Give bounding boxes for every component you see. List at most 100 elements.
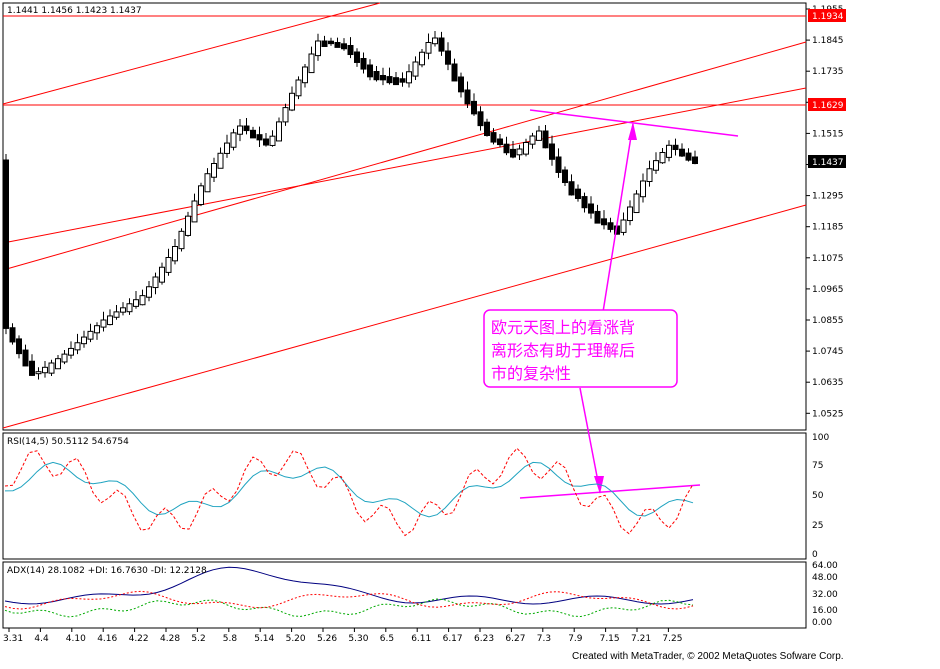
candle-body [627, 206, 633, 222]
candle-body [341, 43, 347, 50]
candle-body [438, 37, 445, 52]
date-axis-label: 7.3 [537, 634, 551, 644]
annotation-arrow-down [579, 387, 601, 493]
rsi-axis-label: 50 [812, 491, 824, 501]
candle-body [406, 71, 412, 84]
candle-body [471, 100, 477, 115]
candle-body [152, 276, 159, 289]
candle-body [685, 152, 692, 161]
candle-body [61, 353, 68, 363]
candle-body [113, 311, 120, 318]
date-axis-label: 5.20 [286, 634, 306, 644]
candle-body [35, 371, 42, 375]
candle-body [464, 89, 471, 105]
candle-body [692, 156, 698, 165]
channel-line-3[interactable] [2, 87, 807, 244]
candle-body [477, 111, 484, 127]
date-axis-label: 7.21 [631, 634, 651, 644]
candle-body [237, 125, 243, 135]
candle-body [256, 134, 263, 141]
candle-body [100, 319, 107, 328]
candle-body [328, 40, 334, 45]
rsi-axis: 100 75 50 25 0 [812, 433, 829, 560]
candle-body [386, 76, 393, 84]
candle-body [347, 45, 354, 56]
candle-body [354, 51, 360, 63]
candle-body [594, 210, 601, 224]
price-tag-current-label: 1.1437 [812, 158, 844, 168]
rsi-divergence-line[interactable] [519, 484, 701, 499]
price-axis-label: 1.0745 [812, 347, 844, 357]
candle-body [146, 286, 152, 298]
candle-body [373, 71, 380, 81]
candle-body [497, 138, 503, 146]
plus-di-line [4, 598, 694, 618]
price-axis: 1.19551.18451.17351.16251.15151.14051.12… [806, 5, 844, 419]
rsi-header: RSI(14,5) 50.5112 54.6754 [7, 437, 129, 447]
price-panel[interactable] [2, 2, 807, 431]
price-axis-label: 1.0635 [812, 378, 844, 388]
price-axis-label: 1.1845 [812, 36, 844, 46]
candle-body [250, 129, 256, 139]
date-axis-label: 5.26 [317, 634, 337, 644]
candle-body [269, 135, 276, 146]
candle-body [165, 257, 172, 273]
channel-line-2[interactable] [2, 41, 807, 271]
price-divergence-line[interactable] [529, 109, 739, 137]
date-axis-label: 5.30 [348, 634, 368, 644]
price-tag-mid-label: 1.1629 [812, 101, 844, 111]
candle-body [425, 42, 432, 54]
candle-body [159, 266, 165, 283]
candle-body [172, 246, 178, 262]
rsi-axis-label: 25 [812, 521, 823, 531]
rsi-axis-label: 0 [812, 550, 818, 560]
rsi-panel[interactable] [2, 432, 807, 560]
candle-body [529, 135, 536, 145]
candle-body [42, 366, 48, 374]
price-axis-label: 1.0525 [812, 409, 844, 419]
candle-body [510, 148, 516, 158]
candle-body [3, 159, 9, 329]
candle-body [588, 203, 594, 214]
candle-body [74, 342, 81, 351]
candle-body [191, 200, 198, 223]
date-axis-label: 4.22 [129, 634, 149, 644]
channel-line-upper[interactable] [2, 2, 381, 105]
date-axis-label: 6.5 [380, 634, 394, 644]
candle-body [321, 40, 328, 47]
candle-body [516, 148, 523, 156]
chart-canvas[interactable]: 欧元天图上的看涨背 离形态有助于理解后 市的复杂性 1.1441 1.1456 … [0, 0, 852, 665]
candle-body [653, 160, 659, 171]
price-axis-label: 1.1735 [812, 67, 844, 77]
date-axis-label: 5.14 [254, 634, 274, 644]
chart-window[interactable]: 欧元天图上的看涨背 离形态有助于理解后 市的复杂性 1.1441 1.1456 … [0, 0, 852, 665]
candle-body [633, 193, 640, 214]
adx-header: ADX(14) 28.1082 +DI: 16.7630 -DI: 12.212… [7, 566, 207, 576]
adx-axis-label: 16.00 [812, 606, 838, 616]
candle-body [484, 121, 490, 137]
candle-body [419, 51, 425, 66]
adx-axis-label: 0.00 [812, 618, 832, 628]
annotation-box[interactable] [483, 309, 678, 388]
candle-body [536, 130, 542, 141]
date-axis: 3.31 4.4 4.10 4.16 4.22 4.28 5.2 5.8 5.14 5.20 5.2… [3, 628, 682, 644]
candle-body [133, 299, 139, 307]
candle-body [399, 78, 406, 83]
candle-body [198, 185, 204, 206]
candle-body [16, 338, 22, 355]
candle-body [659, 152, 666, 164]
date-axis-label: 4.10 [66, 634, 86, 644]
candle-body [217, 152, 224, 169]
candle-body [276, 121, 282, 142]
candle-body [380, 75, 386, 81]
candle-body [126, 303, 133, 313]
candle-body [451, 63, 458, 82]
date-axis-label: 7.9 [568, 634, 583, 644]
candle-body [185, 215, 191, 236]
channel-line-lower[interactable] [2, 204, 807, 429]
candle-body [581, 196, 588, 209]
price-axis-label: 1.1185 [812, 223, 844, 233]
candle-body [87, 330, 94, 340]
candle-body [243, 125, 250, 132]
date-axis-label: 7.25 [662, 634, 682, 644]
